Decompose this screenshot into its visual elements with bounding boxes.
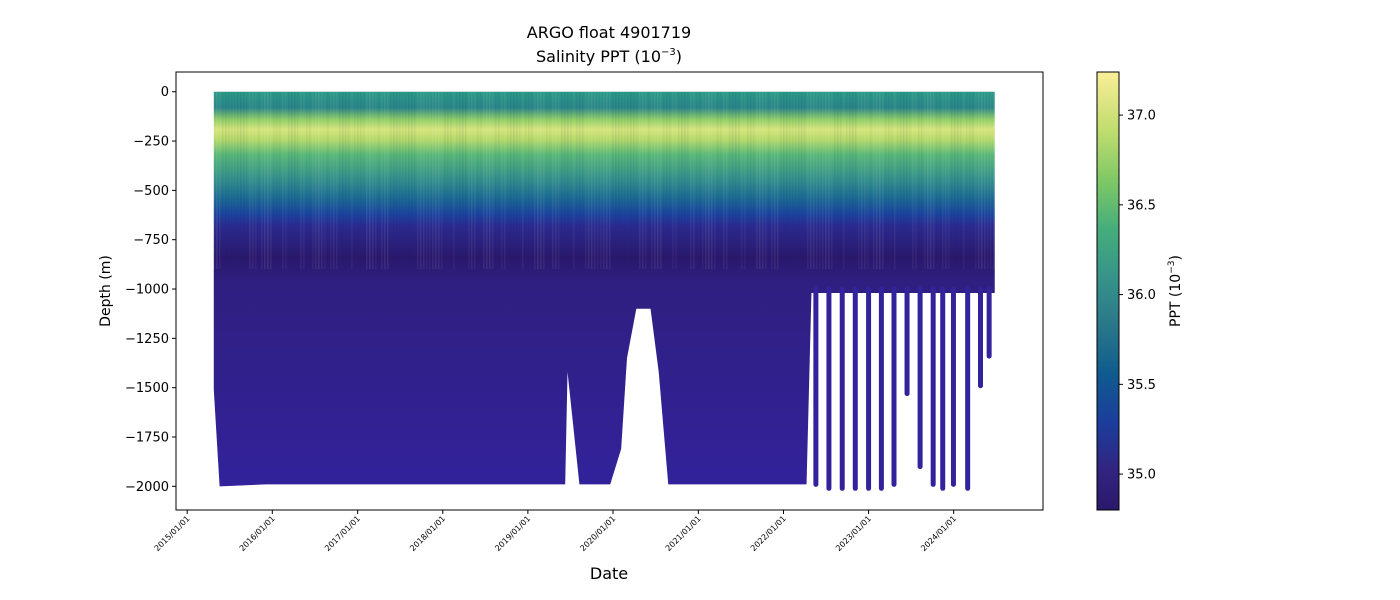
chart-subtitle: Salinity PPT (10−3) (536, 47, 682, 66)
x-tick-label: 2024/01/01 (919, 514, 958, 553)
x-tick-label: 2022/01/01 (749, 514, 788, 553)
y-tick-label: −750 (133, 233, 169, 248)
y-axis: 0 −250 −500 −750 −1000 −1250 −1500 −1750 −2000 (125, 85, 176, 495)
y-tick-label: −1000 (125, 283, 169, 298)
x-tick-label: 2019/01/01 (493, 514, 532, 553)
plot-frame (175, 71, 1044, 511)
x-axis-label: Date (590, 564, 628, 583)
y-axis-label: Depth (m) (98, 255, 114, 327)
chart-title: ARGO float 4901719 (527, 23, 691, 42)
x-tick-label: 2023/01/01 (834, 514, 873, 553)
y-tick-label: −1250 (125, 332, 169, 347)
y-tick-label: −1750 (125, 431, 169, 446)
x-tick-label: 2020/01/01 (578, 514, 617, 553)
plot-area (213, 91, 995, 491)
x-axis: 2015/01/01 2016/01/01 2017/01/01 2018/01/01… (153, 510, 958, 553)
colorbar-ticks: 35.0 35.5 36.0 36.5 37.0 (1119, 109, 1156, 483)
colorbar-tick-label: 35.0 (1127, 468, 1156, 483)
x-tick-label: 2021/01/01 (664, 514, 703, 553)
colorbar-label: PPT (10−3) (1167, 255, 1184, 327)
y-tick-label: −500 (133, 184, 169, 199)
colorbar (1096, 71, 1120, 511)
x-tick-label: 2018/01/01 (408, 514, 447, 553)
x-tick-label: 2017/01/01 (323, 514, 362, 553)
y-tick-label: 0 (161, 85, 169, 100)
colorbar-tick-label: 36.5 (1127, 198, 1156, 213)
deep-dive-profiles (813, 286, 992, 491)
y-tick-label: −250 (133, 135, 169, 150)
colorbar-tick-label: 36.0 (1127, 288, 1156, 303)
salinity-field (213, 91, 995, 487)
y-tick-label: −1500 (125, 381, 169, 396)
colorbar-tick-label: 35.5 (1127, 378, 1156, 393)
x-tick-label: 2015/01/01 (153, 514, 192, 553)
x-tick-label: 2016/01/01 (238, 514, 277, 553)
colorbar-tick-label: 37.0 (1127, 109, 1156, 124)
salinity-field-area (213, 91, 995, 487)
y-tick-label: −2000 (125, 480, 169, 495)
